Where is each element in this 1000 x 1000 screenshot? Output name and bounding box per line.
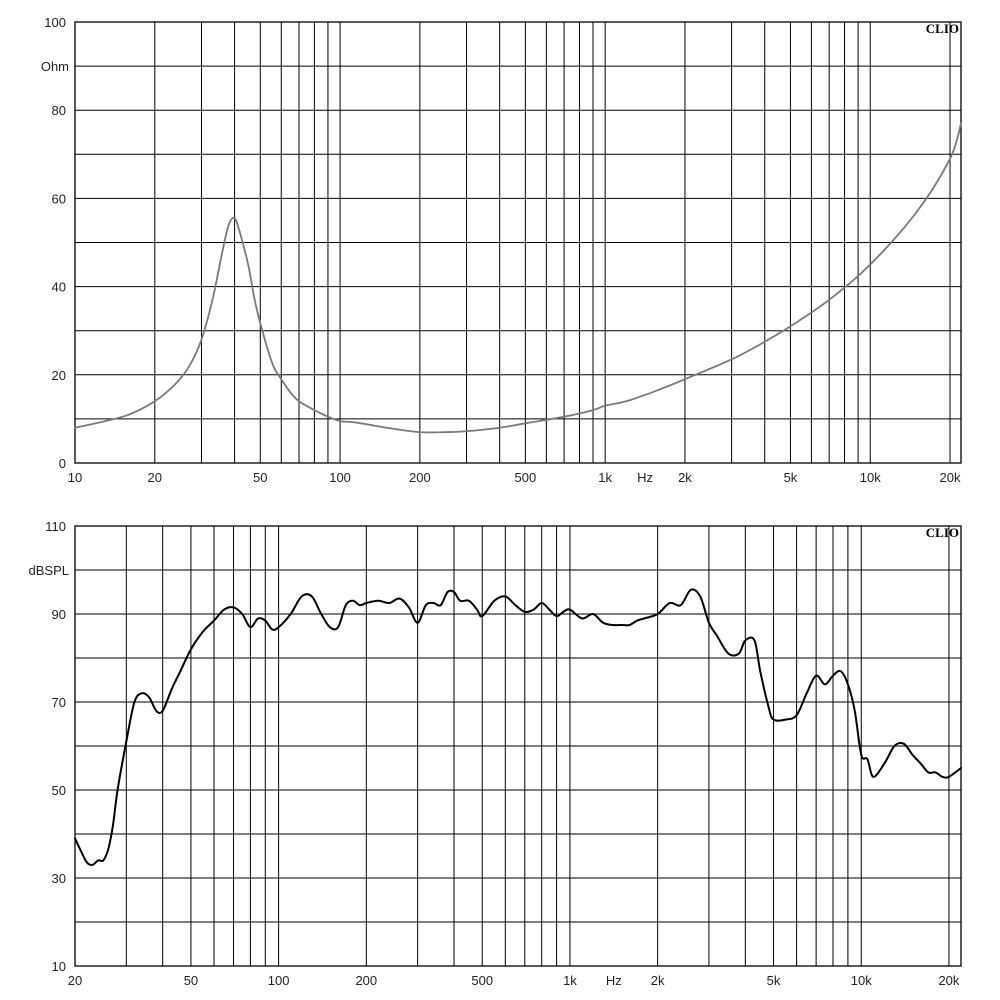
spl-x-tick-label: 5k: [767, 973, 781, 988]
spl-y-tick-label: 90: [52, 607, 66, 622]
spl-x-tick-label: 200: [355, 973, 377, 988]
impedance-x-tick-label: 20k: [940, 470, 961, 485]
spl-y-tick-label: 50: [52, 783, 66, 798]
spl-y-tick-label: 30: [52, 871, 66, 886]
impedance-y-tick-label: 40: [52, 280, 66, 295]
spl-brand-label: CLIO: [926, 525, 959, 540]
impedance-x-tick-label: 500: [515, 470, 537, 485]
impedance-x-tick-label: 10k: [860, 470, 881, 485]
spl-y-axis-label: dBSPL: [29, 563, 69, 578]
impedance-frame: [74, 21, 962, 464]
impedance-x-tick-label: 1k: [598, 470, 612, 485]
spl-x-tick-label: 500: [471, 973, 493, 988]
impedance-y-tick-label: 0: [59, 456, 66, 471]
impedance-x-unit-label: Hz: [637, 470, 653, 485]
spl-x-tick-label: 2k: [651, 973, 665, 988]
spl-x-tick-label: 20k: [938, 973, 959, 988]
spl-y-tick-label: 10: [52, 959, 66, 974]
impedance-brand-label: CLIO: [926, 21, 959, 36]
spl-x-tick-label: 50: [184, 973, 198, 988]
spl-x-tick-label: 1k: [563, 973, 577, 988]
impedance-series-line: [74, 122, 962, 434]
spl-y-tick-label: 70: [52, 695, 66, 710]
spl-x-tick-label: 20: [68, 973, 82, 988]
impedance-y-axis-label: Ohm: [41, 59, 69, 74]
impedance-chart: 0 20 40 60 80 100 Ohm 10 20 50 100 200 500 1k 2k 5k 10k 2…: [41, 15, 962, 485]
spl-y-tick-label: 110: [45, 519, 66, 534]
impedance-x-tick-label: 10: [68, 470, 82, 485]
spl-chart: 10 30 50 70 90 110 dBSPL 20 50 100 200 500 1k 2k 5k 10k…: [29, 519, 962, 988]
impedance-y-tick-label: 60: [52, 191, 66, 206]
impedance-y-tick-label: 80: [52, 103, 66, 118]
impedance-x-tick-label: 20: [148, 470, 162, 485]
spl-x-unit-label: Hz: [606, 973, 622, 988]
impedance-horizontal-grid: [75, 65, 961, 420]
impedance-y-tick-label: 100: [44, 15, 66, 30]
spl-series-line: [74, 588, 962, 866]
spl-x-tick-label: 10k: [851, 973, 872, 988]
impedance-x-tick-label: 50: [253, 470, 267, 485]
impedance-x-tick-label: 100: [329, 470, 351, 485]
spl-frame: [74, 525, 962, 967]
impedance-x-tick-label: 200: [409, 470, 431, 485]
impedance-x-tick-label: 5k: [784, 470, 798, 485]
spl-horizontal-grid: [75, 569, 961, 923]
spl-x-tick-label: 100: [268, 973, 290, 988]
impedance-x-tick-label: 2k: [678, 470, 692, 485]
impedance-y-tick-label: 20: [52, 368, 66, 383]
